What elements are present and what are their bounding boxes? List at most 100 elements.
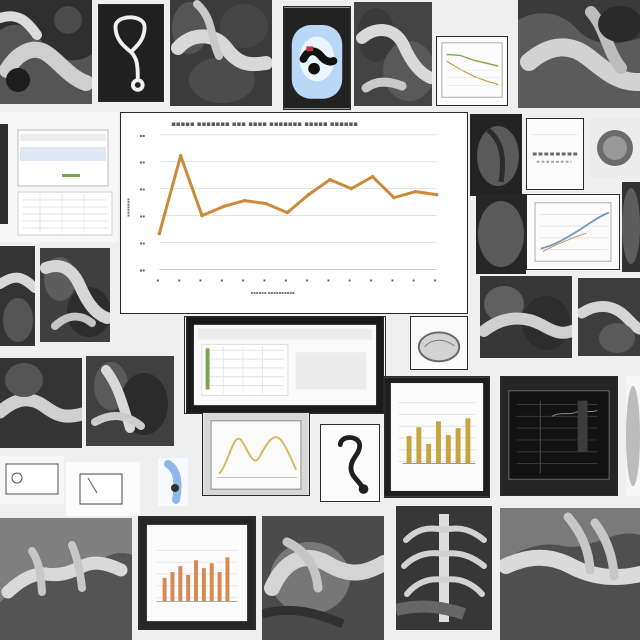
- figure-tile-top: [283, 6, 351, 110]
- chart-x-tick-label: ▪: [306, 277, 309, 282]
- specimen-tile-center-right-edge: [578, 278, 640, 356]
- chart-point: [221, 204, 226, 209]
- screen-tile-center-art: [186, 317, 384, 413]
- specimen-tile-top-right-art: [518, 0, 640, 108]
- specimen-tile-left-cluster-b-art: [86, 356, 174, 446]
- chart-point: [306, 192, 311, 197]
- specimen-tile-bottom-center-art: [262, 516, 384, 640]
- specimen-tile-left-cluster-a: [0, 358, 82, 448]
- specimen-tile-left-cluster-a-art: [0, 358, 82, 448]
- chart-x-tick-label: ▪: [199, 277, 202, 282]
- chart-line-points: [157, 153, 439, 236]
- chart-line-series: [157, 154, 439, 236]
- small-panel-tile-left-bottom: [66, 462, 140, 516]
- chart-x-tick-label: ▪: [327, 277, 330, 282]
- blue-figure-tile-left-bottom-art: [158, 458, 188, 506]
- text-panel-right-middle-art: [527, 119, 583, 189]
- small-chart-tile-right-art: [527, 195, 619, 269]
- small-chart-tile-top-art: [437, 37, 507, 105]
- specimen-tile-right-top-small: [590, 118, 640, 178]
- specimen-tile-right-edge-lower-art: [626, 376, 640, 496]
- small-panel-tile-left-bottom-art: [66, 462, 140, 516]
- chart-point: [328, 177, 332, 182]
- figure-tile-top-art: [284, 7, 350, 109]
- specimen-tile-top-right: [518, 0, 640, 108]
- small-screen-tile-left-bottom: [0, 456, 64, 504]
- screen-tile-left: [0, 112, 118, 242]
- specimen-tile-top-right-center: [354, 2, 432, 106]
- chart-point: [434, 192, 439, 197]
- dark-monitor-tile-right-art: [501, 377, 617, 495]
- instrument-tile-top: [98, 4, 164, 102]
- chart-x-tick-label: ▪: [412, 277, 415, 282]
- specimen-tile-center-right-art: [480, 276, 572, 358]
- chart-y-tick-label: ▪▪: [140, 187, 146, 192]
- small-chart-tile-top: [436, 36, 508, 106]
- specimen-tile-center-right-edge-art: [578, 278, 640, 356]
- chart-y-tick-label: ▪▪: [140, 240, 146, 245]
- screen-tile-center: [184, 316, 386, 414]
- specimen-tile-bottom-right-center: [396, 506, 492, 630]
- specimen-tile-right-middle-art: [470, 114, 522, 196]
- chart-x-tick-label: ▪: [263, 277, 266, 282]
- chart-x-tick-label: ▪: [156, 277, 159, 282]
- specimen-tile-right-top-small-art: [590, 118, 640, 178]
- chart-x-tick-label: ▪: [178, 277, 181, 282]
- chart-x-tick-label: ▪: [348, 277, 351, 282]
- screen-tile-left-art: [0, 112, 118, 242]
- bar-chart-tile-bottom: [138, 516, 256, 630]
- chart-y-tick-label: ▪▪: [140, 267, 146, 272]
- chart-y-tick-label: ▪▪: [140, 160, 146, 165]
- chart-x-tick-label: ▪: [220, 277, 223, 282]
- icon-tile-center-lower: [320, 424, 380, 502]
- icon-tile-center-lower-art: [321, 425, 379, 501]
- specimen-tile-top-left-art: [0, 0, 92, 104]
- chart-y-label-glyphs: ▪▪▪▪▪▪▪: [126, 198, 131, 217]
- blue-figure-tile-left-bottom: [158, 458, 188, 506]
- chart-point: [157, 231, 162, 236]
- monitor-chart-tile-center-art: [203, 413, 309, 495]
- specimen-tile-right-middle: [470, 114, 522, 196]
- main-line-chart-tile: ▪▪▪▪▪ ▪▪▪▪▪▪▪ ▪▪▪ ▪▪▪▪ ▪▪▪▪▪▪▪ ▪▪▪▪▪ ▪▪▪…: [120, 112, 468, 314]
- specimen-tile-bottom-left: [0, 518, 132, 640]
- main-line-chart: ▪▪▪▪▪ ▪▪▪▪▪▪▪ ▪▪▪ ▪▪▪▪ ▪▪▪▪▪▪▪ ▪▪▪▪▪ ▪▪▪…: [121, 113, 467, 313]
- chart-x-ticks: ▪ ▪ ▪ ▪ ▪ ▪ ▪ ▪ ▪ ▪ ▪ ▪ ▪ ▪: [156, 277, 436, 282]
- chart-point: [242, 198, 247, 203]
- chart-point: [264, 201, 268, 206]
- specimen-tile-top-center: [170, 0, 272, 106]
- specimen-tile-left-cluster-b: [86, 356, 174, 446]
- specimen-tile-right-edge-lower: [626, 376, 640, 496]
- small-chart-tile-right: [526, 194, 620, 270]
- specimen-tile-bottom-right: [500, 508, 640, 640]
- chart-point: [178, 153, 183, 158]
- specimen-tile-bottom-right-center-art: [396, 506, 492, 630]
- chart-point: [413, 189, 418, 194]
- dark-monitor-tile-right: [500, 376, 618, 496]
- specimen-tile-center-right: [480, 276, 572, 358]
- chart-x-label-glyphs: ▪▪▪▪▪▪ ▪▪▪▪▪▪▪▪▪▪: [250, 290, 294, 295]
- chart-x-tick-label: ▪: [434, 277, 437, 282]
- specimen-tile-right-lower-art: [476, 194, 526, 274]
- chart-x-tick-label: ▪: [284, 277, 287, 282]
- chart-x-tick-label: ▪: [370, 277, 373, 282]
- specimen-tile-bottom-center: [262, 516, 384, 640]
- specimen-tile-right-edge-art: [622, 182, 640, 272]
- bone-thumb-tile-center-right: [410, 316, 468, 370]
- specimen-tile-right-edge: [622, 182, 640, 272]
- specimen-tile-right-lower: [476, 194, 526, 274]
- bar-chart-tile-center-right: [384, 376, 490, 498]
- bar-chart-tile-center-right-art: [385, 377, 489, 497]
- specimen-tile-left-middle: [0, 246, 35, 346]
- chart-grid: [159, 134, 437, 270]
- specimen-tile-left-lower: [40, 248, 110, 342]
- instrument-tile-top-art: [99, 5, 163, 101]
- chart-point: [370, 174, 375, 179]
- chart-x-tick-label: ▪: [242, 277, 245, 282]
- bar-chart-tile-bottom-art: [139, 517, 255, 629]
- specimen-tile-bottom-left-art: [0, 518, 132, 640]
- chart-point: [392, 195, 396, 200]
- chart-point: [285, 210, 290, 215]
- chart-title-glyphs: ▪▪▪▪▪ ▪▪▪▪▪▪▪ ▪▪▪ ▪▪▪▪ ▪▪▪▪▪▪▪ ▪▪▪▪▪ ▪▪▪…: [171, 120, 358, 128]
- specimen-tile-left-middle-art: [0, 246, 35, 346]
- chart-y-ticks: ▪▪ ▪▪ ▪▪ ▪▪ ▪▪ ▪▪: [140, 133, 146, 273]
